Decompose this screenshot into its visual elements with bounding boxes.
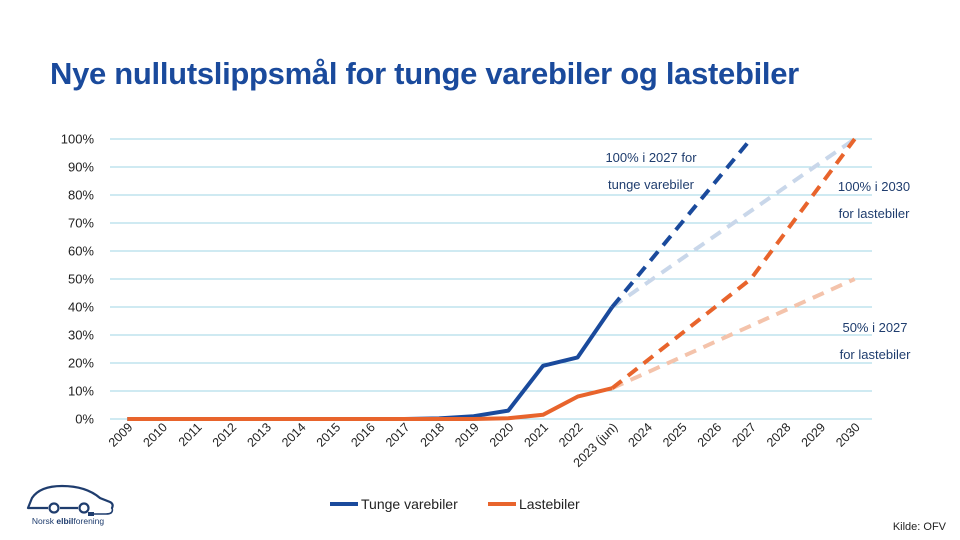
y-tick-label: 20% (68, 356, 94, 371)
x-tick-label: 2010 (141, 420, 171, 450)
annotations: 100% i 2027 for tunge varebiler 100% i 203… (605, 150, 911, 362)
y-tick-label: 70% (68, 216, 94, 231)
x-tick-label: 2027 (729, 420, 759, 450)
y-tick-label: 60% (68, 244, 94, 259)
x-tick-label: 2017 (383, 420, 413, 450)
y-tick-label: 10% (68, 384, 94, 399)
series-line-tunge-varebiler-trend (611, 137, 856, 309)
logo-text: Norsk elbilforening (31, 516, 105, 526)
annotation-label: tunge varebiler (608, 177, 695, 192)
x-tick-label: 2009 (106, 420, 136, 450)
x-tick-label: 2013 (244, 420, 274, 450)
series-line-lastebiler-trend (611, 277, 856, 391)
legend-label: Lastebiler (519, 496, 580, 512)
annotation-label: for lastebiler (839, 206, 910, 221)
page-title: Nye nullutslippsmål for tunge varebiler … (50, 56, 799, 91)
x-tick-label: 2014 (279, 420, 309, 450)
logo: Norsk elbilforening (18, 480, 118, 532)
annotation-label: 50% i 2027 (842, 320, 907, 335)
x-tick-label: 2015 (314, 420, 344, 450)
annotation-label: 100% i 2027 for (605, 150, 697, 165)
y-tick-label: 80% (68, 188, 94, 203)
x-tick-label: 2016 (348, 420, 378, 450)
x-axis-ticks: 2009 2010 2011 2012 2013 2014 2015 2016 2017 2018… (106, 420, 863, 470)
series-line-m-l-tunge-varebiler-2027 (610, 137, 753, 309)
series-lines (127, 137, 857, 421)
y-tick-label: 100% (61, 132, 95, 147)
car-plug-icon (26, 484, 114, 516)
y-tick-label: 40% (68, 300, 94, 315)
x-tick-label: 2024 (625, 420, 655, 450)
x-tick-label: 2020 (487, 420, 517, 450)
legend: Tunge varebiler Lastebiler (330, 496, 580, 512)
y-tick-label: 30% (68, 328, 94, 343)
x-tick-label: 2022 (556, 420, 586, 450)
x-tick-label: 2011 (176, 420, 205, 449)
x-tick-label: 2025 (660, 420, 690, 450)
y-axis-ticks: 0% 10% 20% 30% 40% 50% 60% 70% 80% 90% 100% (61, 132, 95, 427)
x-tick-label: 2019 (452, 420, 482, 450)
x-tick-label: 2018 (418, 420, 448, 450)
x-tick-label: 2029 (799, 420, 829, 450)
x-tick-label: 2012 (210, 420, 240, 450)
x-tick-label: 2026 (695, 420, 725, 450)
x-tick-label: 2030 (833, 420, 863, 450)
y-tick-label: 90% (68, 160, 94, 175)
legend-label: Tunge varebiler (361, 496, 458, 512)
x-tick-label: 2021 (522, 420, 552, 450)
y-tick-label: 0% (75, 412, 94, 427)
annotation-label: for lastebiler (840, 347, 911, 362)
series-line-lastebiler (127, 386, 613, 421)
source-note: Kilde: OFV (892, 521, 946, 533)
y-tick-label: 50% (68, 272, 94, 287)
grid-lines (110, 138, 872, 420)
annotation-label: 100% i 2030 (838, 179, 910, 194)
x-tick-label: 2028 (764, 420, 794, 450)
